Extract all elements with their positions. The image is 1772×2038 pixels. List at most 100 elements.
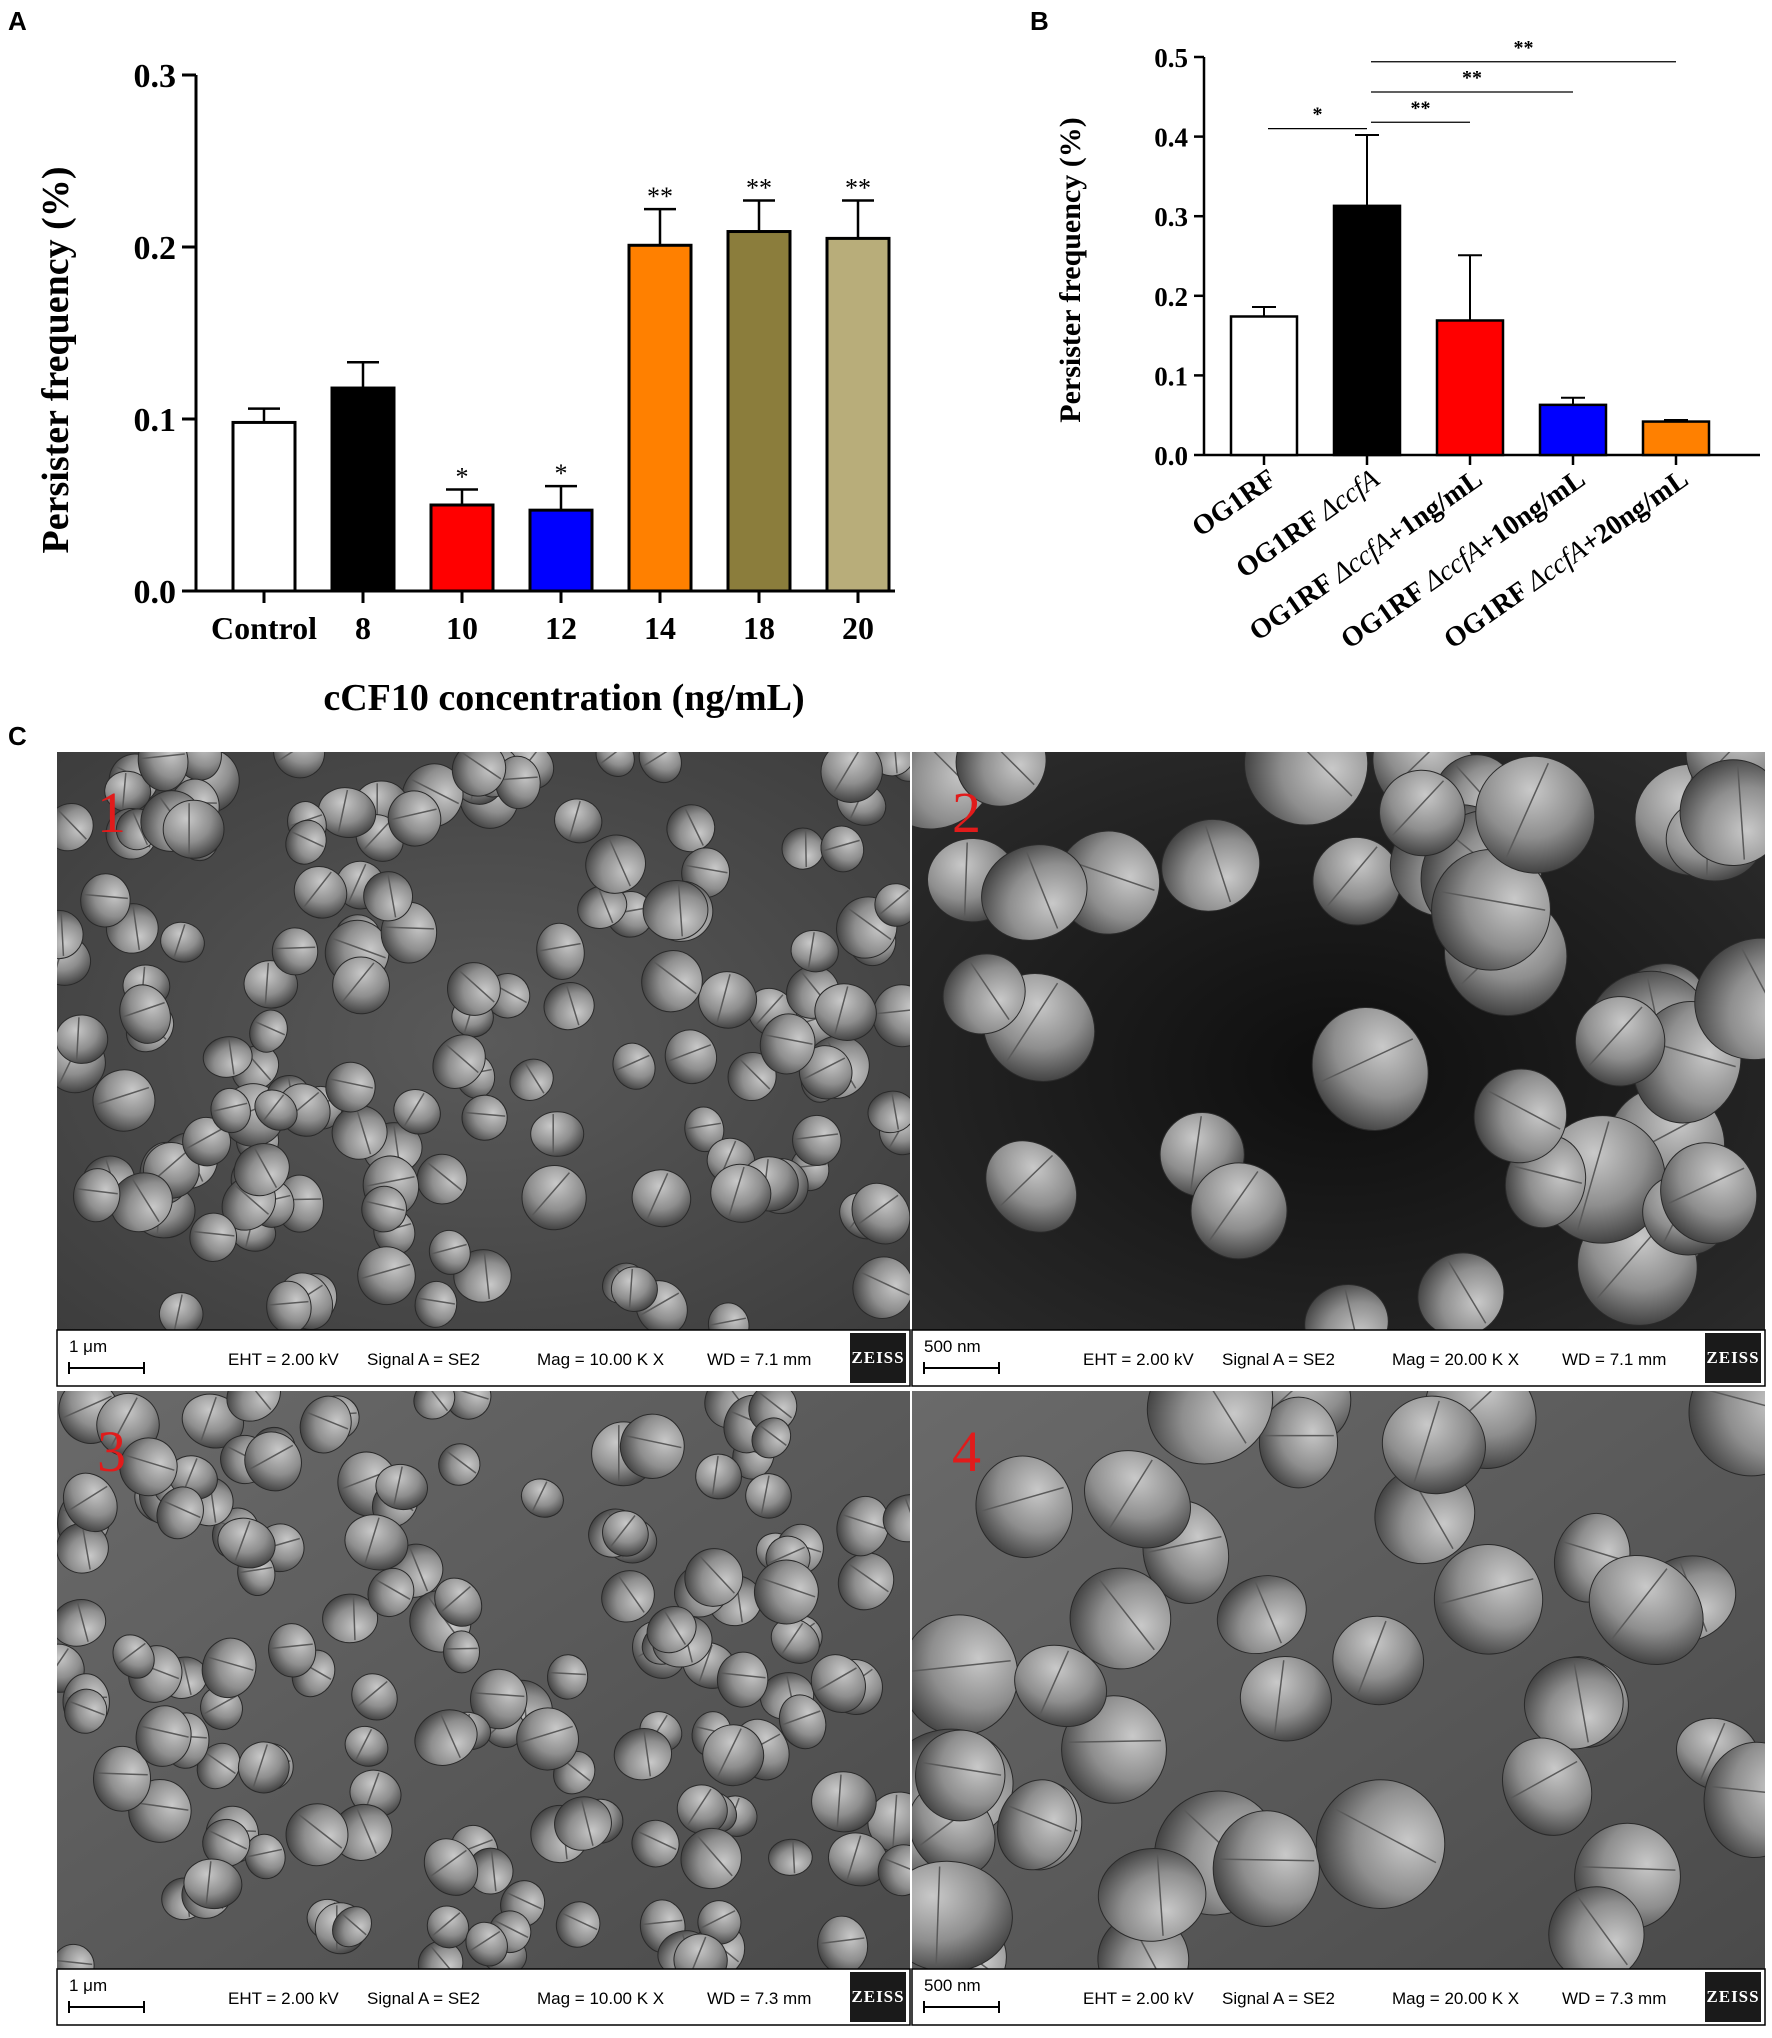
- coccus-cell: [1243, 752, 1369, 826]
- coccus-septum: [625, 1434, 682, 1449]
- info-bar-background: [911, 1968, 1766, 2026]
- scale-bar-label: 1 μm: [69, 1337, 107, 1356]
- coccus-cell: [697, 1900, 742, 1945]
- coccus-septum: [1576, 1121, 1610, 1233]
- coccus-septum: [921, 1761, 1002, 1776]
- coccus-cell: [414, 1709, 478, 1766]
- coccus-septum: [646, 1172, 669, 1220]
- chart-a-significance-label: **: [845, 174, 871, 203]
- coccus-septum: [609, 1515, 636, 1548]
- coccus-cell: [1660, 1142, 1758, 1244]
- coccus-body: [707, 1302, 750, 1330]
- chart-b-y-axis-label: Persister frequency (%): [1054, 117, 1087, 422]
- coccus-body: [367, 1567, 415, 1618]
- coccus-body: [426, 1905, 470, 1949]
- coccus-body: [521, 1165, 587, 1231]
- coccus-cell: [612, 1042, 656, 1090]
- coccus-septum: [425, 1391, 449, 1412]
- coccus-cell: [509, 1058, 554, 1101]
- coccus-septum: [892, 1794, 898, 1850]
- coccus-septum: [711, 1455, 719, 1497]
- coccus-cell: [254, 1089, 298, 1131]
- coccus-septum: [597, 887, 614, 924]
- coccus-cell: [1212, 1810, 1320, 1927]
- coccus-septum: [891, 1092, 900, 1130]
- coccus-septum: [760, 1577, 816, 1598]
- coccus-cell: [1161, 818, 1261, 912]
- coccus-septum: [1390, 780, 1445, 838]
- coccus-cell: [837, 1552, 895, 1611]
- coccus-septum: [1325, 846, 1378, 908]
- coccus-body: [112, 1634, 155, 1679]
- coccus-septum: [173, 1294, 183, 1330]
- coccus-septum: [1005, 982, 1059, 1063]
- coccus-body: [414, 1280, 458, 1328]
- micrograph-label: 4: [952, 1419, 981, 1484]
- coccus-septum: [291, 830, 324, 848]
- chart-b-comparison-label: **: [1514, 37, 1534, 59]
- coccus-cell: [867, 1090, 910, 1134]
- coccus-body: [955, 752, 1047, 807]
- coccus-cell: [751, 1417, 792, 1459]
- zeiss-logo-box: [1705, 1972, 1761, 2022]
- coccus-body: [1304, 1284, 1389, 1330]
- coccus-body: [432, 1034, 486, 1089]
- coccus-septum: [205, 1752, 236, 1775]
- coccus-septum: [804, 829, 807, 868]
- coccus-body: [414, 1709, 478, 1766]
- coccus-septum: [755, 994, 784, 1026]
- coccus-body: [325, 1061, 376, 1113]
- coccus-septum: [208, 1829, 248, 1850]
- coccus-septum: [1039, 1650, 1070, 1716]
- coccus-septum: [1740, 946, 1765, 1043]
- coccus-septum: [83, 893, 128, 900]
- coccus-cell: [1523, 1656, 1624, 1750]
- coccus-body: [754, 1559, 819, 1625]
- coccus-septum: [117, 1642, 146, 1665]
- coccus-septum: [1699, 1722, 1726, 1782]
- coccus-cell: [375, 1463, 428, 1511]
- coccus-cell: [702, 1724, 765, 1787]
- coccus-septum: [639, 1292, 680, 1316]
- coccus-septum: [968, 960, 1010, 1021]
- coccus-cell: [64, 1688, 108, 1734]
- coccus-septum: [617, 1575, 645, 1613]
- mag-readout: Mag = 20.00 K X: [1392, 1989, 1519, 2008]
- coccus-septum: [248, 1444, 294, 1471]
- coccus-septum: [677, 883, 683, 937]
- coccus-cell: [536, 922, 585, 980]
- coccus-body: [912, 1860, 1013, 1969]
- coccus-cell: [1417, 1252, 1505, 1330]
- coccus-body: [299, 1395, 352, 1454]
- micrograph-info-bar: 500 nm EHT = 2.00 kV Signal A = SE2 Mag = 2…: [911, 1968, 1766, 2026]
- coccus-cell: [792, 1114, 842, 1166]
- coccus-septum: [76, 1187, 118, 1195]
- coccus-septum: [847, 907, 892, 941]
- coccus-septum: [203, 1695, 237, 1715]
- coccus-body: [710, 1163, 772, 1223]
- coccus-septum: [458, 969, 495, 1003]
- coccus-cell: [680, 1827, 742, 1890]
- info-bar-background: [56, 1968, 911, 2026]
- coccus-body: [912, 752, 999, 830]
- coccus-cell: [438, 1443, 481, 1486]
- coccus-septum: [935, 1866, 941, 1966]
- coccus-cell: [299, 1395, 352, 1454]
- coccus-septum: [417, 1297, 456, 1305]
- coccus-body: [1097, 1848, 1207, 1942]
- chart-b-comparison-label: *: [1313, 104, 1323, 126]
- coccus-body: [434, 1577, 483, 1627]
- coccus-cell: [73, 1168, 121, 1223]
- coccus-septum: [62, 1395, 112, 1419]
- coccus-cell: [332, 1803, 393, 1861]
- chart-b-x-tick-label: OG1RF: [1187, 463, 1283, 543]
- coccus-body: [119, 1437, 178, 1497]
- coccus-septum: [1573, 1661, 1589, 1743]
- coccus-body: [695, 1453, 742, 1500]
- coccus-cell: [914, 1729, 1006, 1822]
- coccus-septum: [1108, 1459, 1153, 1530]
- coccus-cell: [434, 1577, 483, 1627]
- coccus-cell: [554, 1796, 612, 1851]
- coccus-body: [254, 1089, 298, 1131]
- coccus-septum: [185, 1127, 224, 1150]
